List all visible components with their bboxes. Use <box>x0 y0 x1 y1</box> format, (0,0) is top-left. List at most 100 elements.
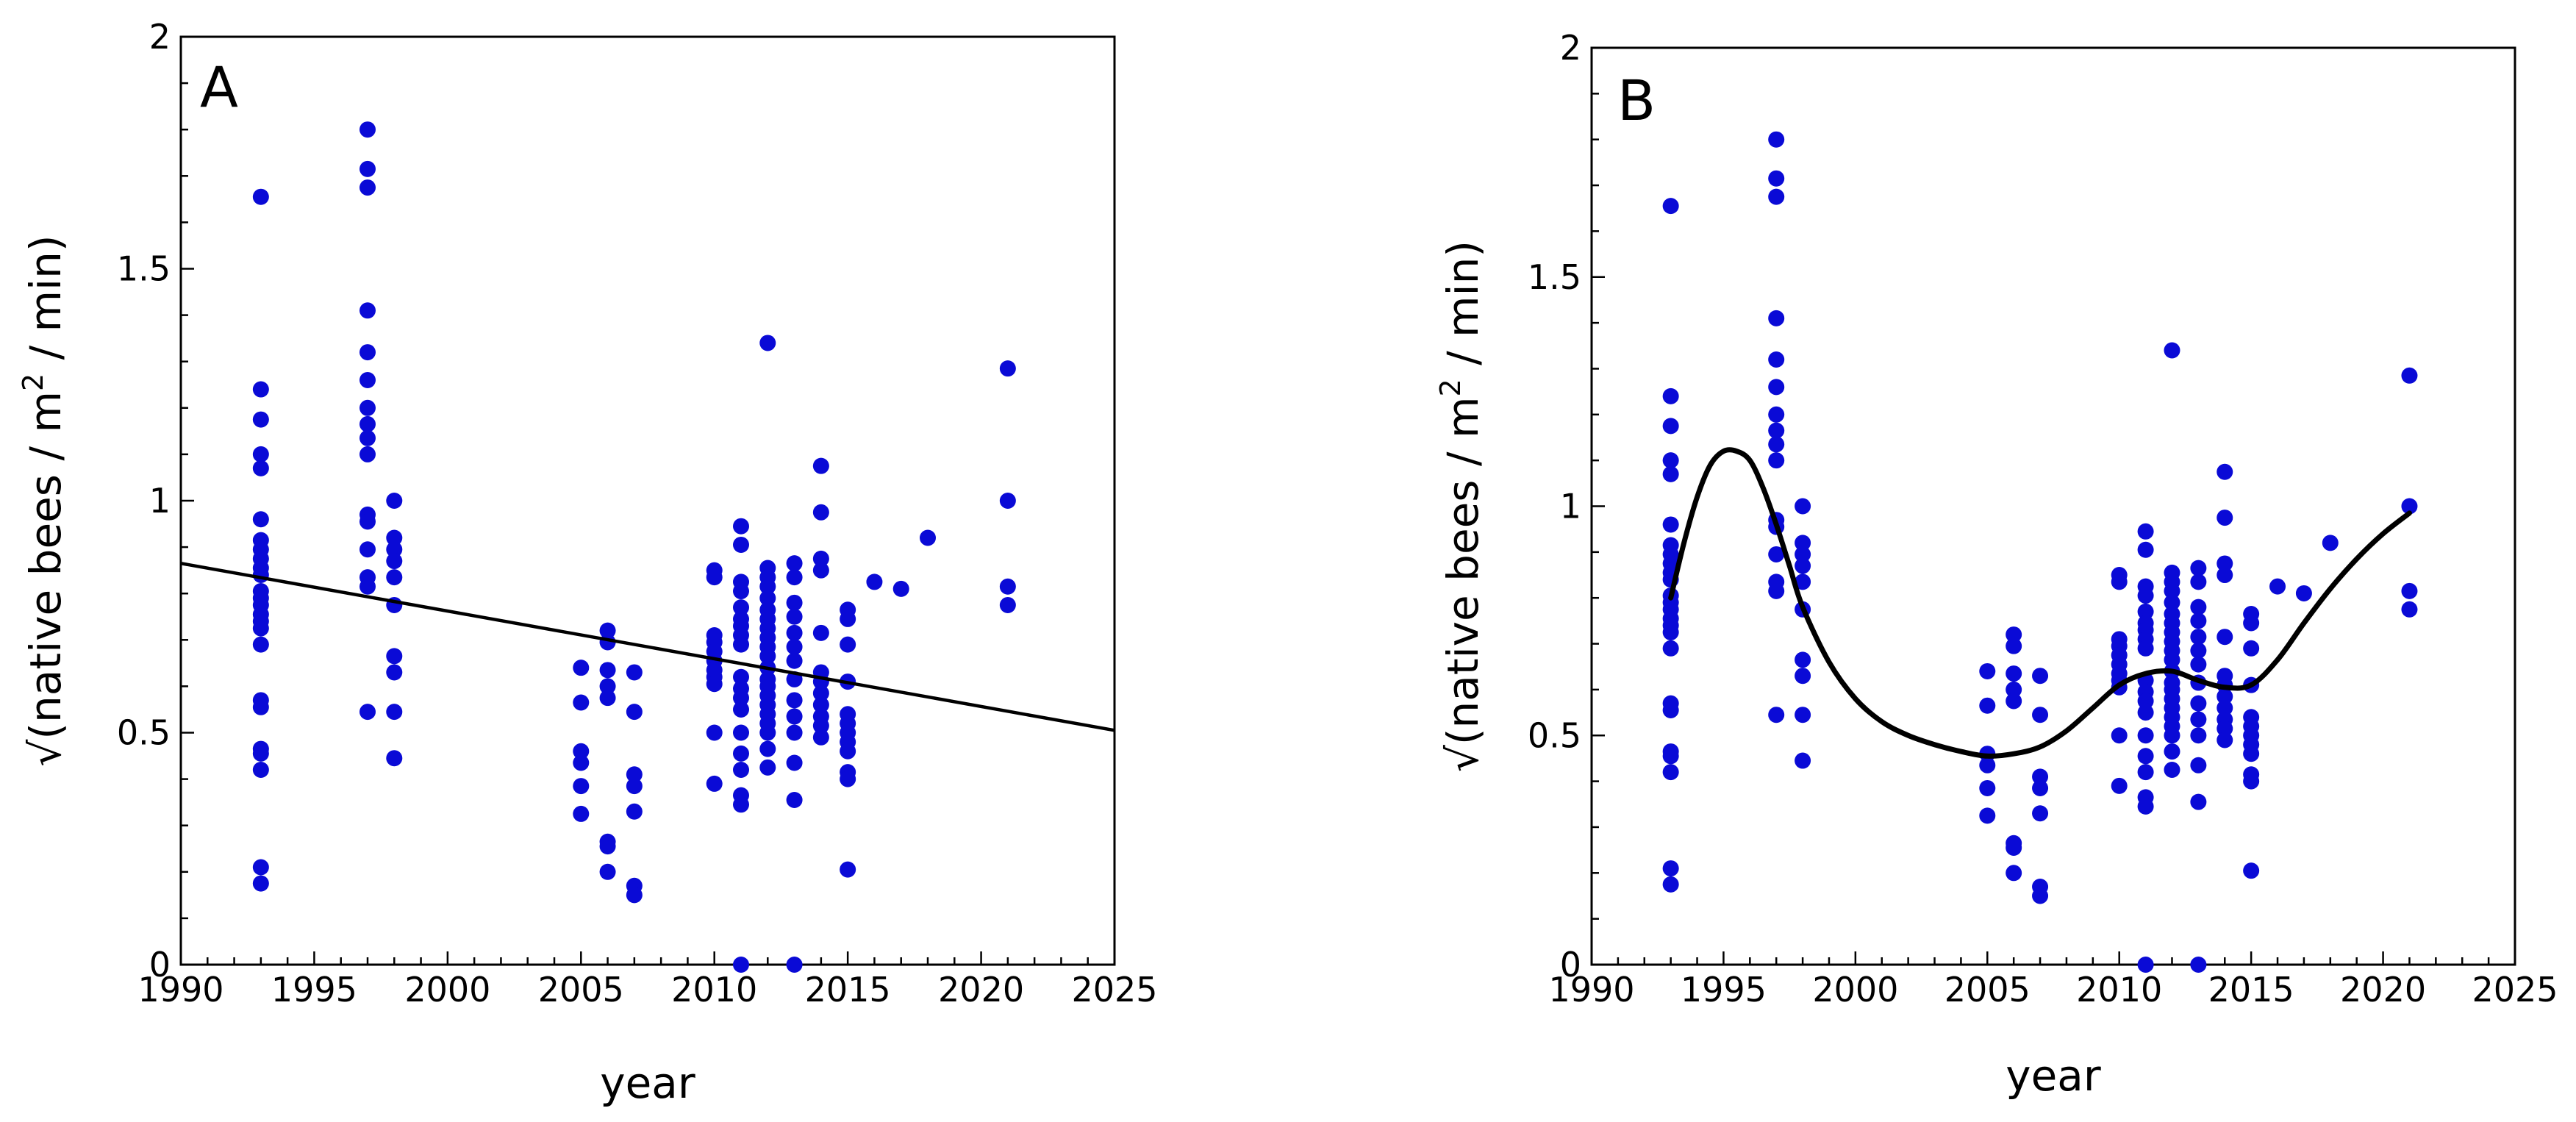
data-point <box>733 724 749 741</box>
data-point <box>359 541 376 558</box>
data-point <box>2243 773 2260 790</box>
data-point <box>386 493 403 509</box>
data-point <box>1795 651 1811 668</box>
data-point <box>252 411 269 428</box>
x-tick-label: 1990 <box>137 970 223 1010</box>
data-point <box>1768 452 1785 469</box>
data-point <box>359 399 376 416</box>
data-point <box>2322 535 2339 551</box>
data-point <box>386 704 403 721</box>
data-point <box>1662 516 1679 533</box>
data-point <box>2137 727 2154 744</box>
data-point <box>1662 764 1679 781</box>
data-point <box>1795 557 1811 574</box>
data-point <box>2164 762 2180 779</box>
data-point <box>2032 768 2049 785</box>
y-axis-title-main: √(native bees / m <box>21 391 71 767</box>
data-point <box>840 771 856 787</box>
data-point <box>812 624 829 641</box>
data-point <box>786 608 803 625</box>
data-point <box>1979 807 1996 824</box>
data-point <box>2111 777 2128 794</box>
x-axis-title: year <box>600 1058 695 1108</box>
data-point <box>733 761 749 778</box>
data-point <box>359 446 376 462</box>
data-point <box>759 590 776 607</box>
data-point <box>2006 681 2022 698</box>
panel-B: 1990 1995 2000 2005 2010 2015 2020 2025 0 0.5 1 1.5… <box>1434 28 2558 1101</box>
x-tick-label: 2025 <box>1071 970 1157 1010</box>
data-point <box>733 701 749 718</box>
data-point <box>2006 665 2022 682</box>
y-tick-label: 1 <box>149 481 171 521</box>
data-point <box>2190 793 2207 810</box>
data-point <box>2032 707 2049 723</box>
data-point <box>2006 626 2022 643</box>
x-tick-label: 1990 <box>1548 970 1634 1010</box>
data-point <box>2032 779 2049 796</box>
data-point <box>706 676 723 693</box>
smooth-curve <box>1668 447 2412 759</box>
data-point <box>2401 367 2418 384</box>
data-point <box>1662 418 1679 435</box>
data-point <box>626 778 643 795</box>
data-point <box>706 775 723 792</box>
data-point <box>2190 573 2207 590</box>
data-point <box>812 729 829 746</box>
data-point <box>1795 535 1811 551</box>
data-point <box>599 662 616 679</box>
data-point <box>2032 805 2049 822</box>
data-point <box>1768 406 1785 423</box>
data-point <box>573 694 590 711</box>
data-point <box>359 160 376 177</box>
data-point <box>2243 640 2260 657</box>
data-point <box>2111 573 2128 590</box>
data-point <box>786 569 803 586</box>
data-point <box>252 859 269 876</box>
data-point <box>2137 523 2154 540</box>
data-point <box>2217 720 2233 737</box>
data-point <box>573 805 590 822</box>
data-point <box>573 778 590 795</box>
data-point <box>2217 510 2233 526</box>
data-point <box>812 550 829 567</box>
data-point <box>1662 452 1679 469</box>
y-tick-label: 0 <box>1560 945 1581 985</box>
data-point <box>733 745 749 762</box>
data-point <box>252 636 269 653</box>
data-point <box>2217 699 2233 716</box>
data-point <box>359 302 376 319</box>
data-point <box>2190 642 2207 659</box>
data-point <box>1795 707 1811 723</box>
data-point <box>386 750 403 767</box>
data-point <box>599 690 616 707</box>
x-tick-label: 2005 <box>538 970 624 1010</box>
data-point <box>786 957 803 973</box>
data-point <box>386 569 403 586</box>
data-point <box>359 415 376 432</box>
data-point <box>2164 727 2180 744</box>
data-point <box>812 562 829 579</box>
data-point <box>786 692 803 709</box>
data-point <box>2217 688 2233 705</box>
data-point <box>786 638 803 655</box>
data-point <box>786 791 803 808</box>
data-point <box>2217 629 2233 646</box>
data-point <box>786 708 803 725</box>
data-point <box>599 863 616 880</box>
data-point <box>252 511 269 528</box>
data-point <box>2190 757 2207 773</box>
data-point <box>2190 695 2207 712</box>
data-point <box>252 446 269 462</box>
data-point <box>2032 887 2049 904</box>
data-point <box>573 754 590 771</box>
data-point <box>2137 798 2154 815</box>
data-point <box>1768 422 1785 439</box>
data-point <box>2190 727 2207 744</box>
data-point <box>1979 757 1996 773</box>
y-tick-label: 2 <box>1560 28 1581 68</box>
data-point <box>999 578 1016 595</box>
data-point <box>1662 701 1679 718</box>
plot-frame <box>1590 46 2516 966</box>
